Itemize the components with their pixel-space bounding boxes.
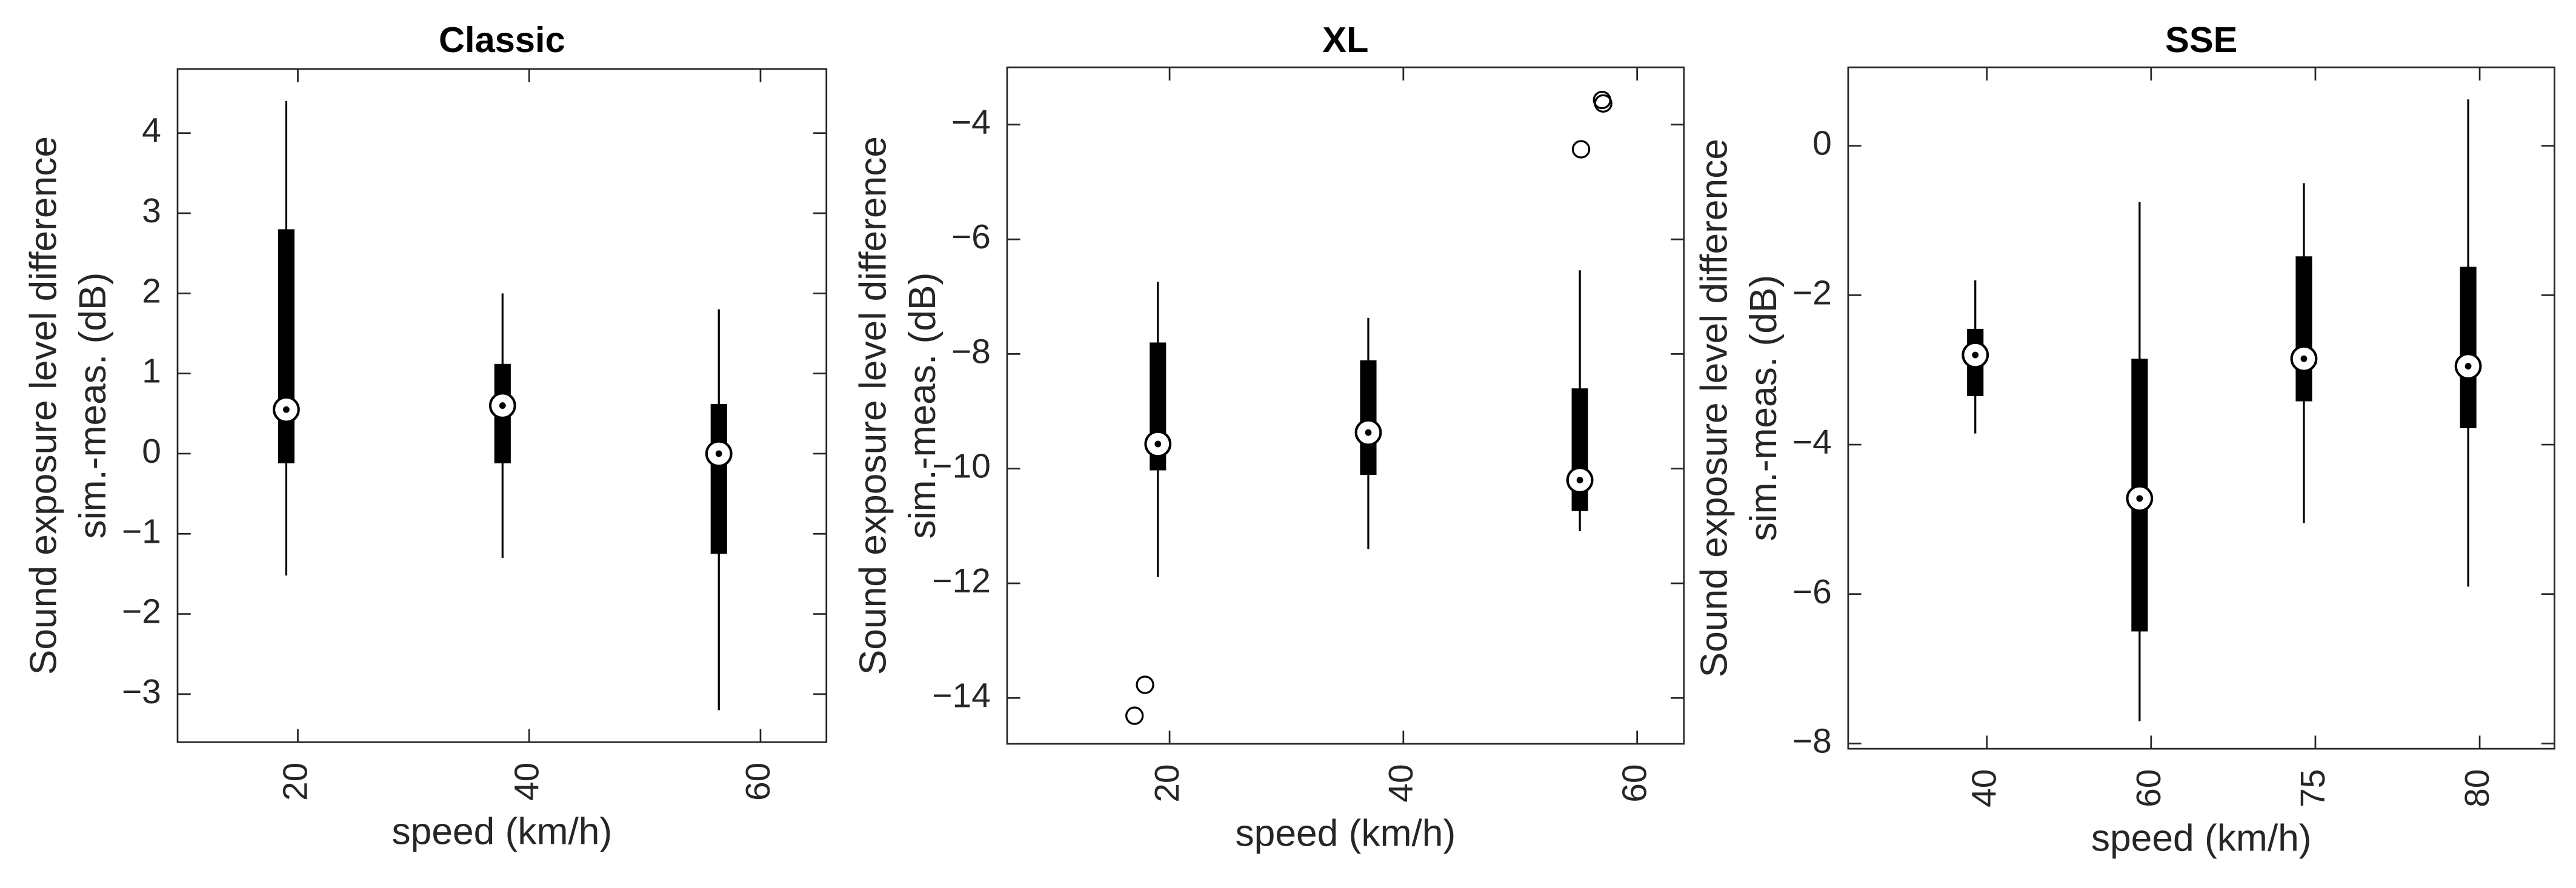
- y-axis-label: Sound exposure level difference: [853, 136, 894, 675]
- axes-frame: [1847, 66, 2555, 750]
- y-tick-label: −10: [932, 447, 991, 486]
- y-tick-label: −4: [1792, 423, 1832, 462]
- y-axis-label: sim.-meas. (dB): [1743, 275, 1785, 542]
- outlier: [1125, 706, 1144, 725]
- axes-frame: [176, 68, 828, 743]
- panel: SSE speed (km/h) Sound exposure level diff…: [1693, 19, 2555, 859]
- y-tick-label: −2: [122, 592, 161, 631]
- median-dot: [2465, 363, 2472, 369]
- y-tick-label: 0: [142, 432, 161, 471]
- x-tick-label: 20: [276, 763, 315, 801]
- box: [1360, 360, 1377, 475]
- y-tick-label: −1: [122, 512, 161, 551]
- median-dot: [499, 402, 506, 409]
- median-dot: [1154, 440, 1162, 448]
- y-tick-label: 3: [142, 191, 161, 230]
- median-dot: [2136, 495, 2143, 502]
- outlier: [1571, 140, 1591, 159]
- median-dot: [2300, 355, 2308, 362]
- y-tick-label: −6: [951, 217, 991, 256]
- y-tick-label: −14: [932, 676, 991, 715]
- x-axis-label: speed (km/h): [1236, 812, 1456, 854]
- x-axis-label: speed (km/h): [392, 811, 613, 853]
- outlier: [1594, 94, 1612, 113]
- y-tick-label: −4: [951, 103, 991, 142]
- x-tick-label: 75: [2294, 769, 2332, 807]
- chart-title: SSE: [2165, 19, 2237, 60]
- x-tick-label: 60: [1616, 764, 1654, 802]
- median-dot: [1972, 351, 1979, 359]
- y-tick-label: 2: [142, 271, 161, 310]
- box: [278, 229, 295, 463]
- box: [710, 403, 727, 554]
- x-tick-label: 60: [739, 763, 777, 801]
- y-tick-label: −6: [1792, 572, 1832, 611]
- box: [2295, 256, 2312, 402]
- y-axis-label: Sound exposure level difference: [1693, 139, 1735, 677]
- axes-frame: [1006, 66, 1685, 745]
- y-tick-label: −2: [1792, 273, 1832, 312]
- x-tick-label: 80: [2458, 769, 2497, 807]
- y-tick-label: 1: [142, 352, 161, 391]
- y-tick-label: 4: [142, 111, 161, 150]
- median-dot: [715, 450, 722, 457]
- y-axis-label: sim.-meas. (dB): [72, 273, 114, 539]
- panel: Classic speed (km/h) Sound exposure level …: [23, 19, 828, 853]
- x-tick-label: 40: [1965, 769, 2004, 807]
- panel: XL speed (km/h) Sound exposure level diffe…: [853, 19, 1685, 854]
- x-tick-label: 40: [1382, 764, 1420, 802]
- x-tick-label: 20: [1148, 764, 1186, 802]
- outlier: [1136, 675, 1154, 694]
- y-tick-label: −8: [1792, 722, 1832, 761]
- box: [2460, 267, 2477, 428]
- median-dot: [1365, 429, 1372, 436]
- y-tick-label: −3: [122, 672, 161, 711]
- y-tick-label: 0: [1812, 124, 1832, 163]
- y-axis-label: sim.-meas. (dB): [902, 273, 944, 539]
- y-tick-label: −8: [951, 332, 991, 371]
- y-tick-label: −12: [932, 562, 991, 600]
- x-tick-label: 60: [2129, 769, 2168, 807]
- y-axis-label: Sound exposure level difference: [23, 136, 65, 675]
- median-dot: [282, 406, 290, 413]
- chart-title: Classic: [439, 19, 565, 60]
- x-tick-label: 40: [507, 763, 546, 801]
- median-dot: [1576, 477, 1583, 484]
- chart-title: XL: [1322, 19, 1368, 60]
- x-axis-label: speed (km/h): [2091, 817, 2312, 859]
